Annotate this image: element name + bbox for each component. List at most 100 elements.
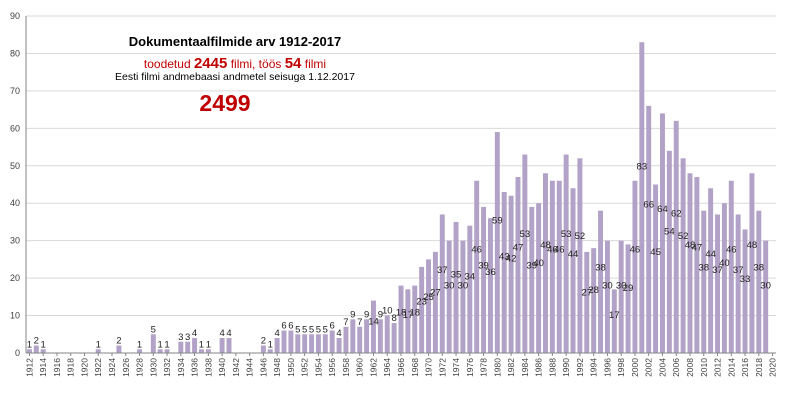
data-labels: 1 2 1 1 2 151 13 3 41 14 42 146 6 5 5 5 5 5 64797914910818… (27, 162, 771, 351)
x-tick-label: 1952 (300, 358, 310, 377)
data-label: 33 (740, 274, 751, 285)
bar (481, 206, 487, 353)
data-label: 14 (368, 317, 379, 328)
data-label: 17 (403, 310, 414, 321)
x-tick-labels: 1912 1914 1916 1918 1920 1922 1924 1926 1928 1930… (24, 358, 777, 377)
bar (453, 221, 459, 353)
data-label: 1 (137, 339, 142, 350)
data-label: 4 (219, 328, 224, 339)
x-tick-label: 1918 (66, 358, 76, 377)
data-label: 6 (281, 321, 286, 332)
bar (598, 210, 604, 353)
data-label: 40 (719, 258, 730, 269)
bar (522, 154, 528, 353)
data-label: 18 (396, 308, 407, 319)
chart-subtitle: toodetud 2445 filmi, töös 54 filmi (80, 55, 390, 72)
bar (501, 191, 507, 353)
subtitle-middle: filmi, töös (230, 57, 282, 71)
data-label: 5 (309, 324, 314, 335)
data-label: 2 (116, 336, 121, 347)
data-label: 30 (458, 281, 469, 292)
bar (40, 349, 46, 353)
data-label: 46 (547, 245, 558, 256)
x-tick-label: 1928 (135, 358, 145, 377)
data-label: 39 (526, 260, 537, 271)
data-label: 43 (499, 251, 510, 262)
data-label: 1 (199, 339, 204, 350)
bar (302, 334, 308, 353)
data-label: 5 (323, 324, 328, 335)
data-label: 62 (671, 209, 682, 220)
x-tick-label: 1968 (410, 358, 420, 377)
bar (412, 285, 418, 353)
bar (446, 240, 452, 353)
x-tick-label: 1932 (162, 358, 172, 377)
data-label: 5 (316, 324, 321, 335)
data-label: 45 (650, 247, 661, 258)
x-tick-label: 1938 (203, 358, 213, 377)
bar (577, 158, 583, 353)
bar (426, 259, 431, 353)
bar (749, 173, 755, 353)
x-tick-label: 2010 (699, 358, 709, 377)
data-label: 46 (726, 245, 737, 256)
bar (756, 210, 762, 353)
bar (295, 334, 301, 353)
data-label: 48 (685, 240, 696, 251)
bar (192, 338, 198, 353)
y-tick-label: 0 (15, 348, 20, 358)
x-tick-label: 1978 (479, 358, 489, 377)
data-label: 1 (164, 339, 169, 350)
data-label: 53 (520, 229, 531, 240)
bar (432, 251, 438, 353)
bar (529, 206, 535, 353)
data-label: 46 (630, 245, 641, 256)
x-tick-label: 1956 (327, 358, 337, 377)
bar (494, 132, 500, 353)
bar (487, 218, 493, 353)
data-label: 39 (478, 260, 489, 271)
x-tick-label: 2014 (726, 358, 736, 377)
data-label: 46 (471, 245, 482, 256)
bar (178, 341, 184, 353)
bar (536, 203, 542, 353)
y-tick-label: 70 (10, 86, 20, 96)
bar (666, 150, 672, 353)
x-tick-label: 1990 (561, 358, 571, 377)
x-tick-label: 1936 (190, 358, 200, 377)
in-progress-count: 54 (284, 55, 302, 72)
produced-count: 2445 (193, 55, 228, 72)
bar (137, 349, 143, 353)
bar (646, 105, 652, 353)
data-label: 53 (561, 229, 572, 240)
bar (639, 42, 645, 353)
data-label: 25 (423, 292, 434, 303)
bar (659, 113, 665, 353)
data-label: 38 (698, 263, 709, 274)
data-label: 36 (485, 267, 496, 278)
bar (164, 349, 170, 353)
x-tick-label: 1926 (121, 358, 131, 377)
data-label: 1 (41, 339, 46, 350)
y-tick-label: 60 (10, 123, 20, 133)
x-tick-label: 2012 (713, 358, 723, 377)
x-tick-label: 2000 (630, 358, 640, 377)
bar (708, 188, 714, 353)
x-tick-label: 2004 (657, 358, 667, 377)
data-label: 30 (616, 281, 627, 292)
data-label: 30 (444, 281, 455, 292)
x-tick-label: 2020 (768, 358, 778, 377)
bar (329, 330, 335, 353)
data-label: 4 (226, 328, 231, 339)
bar (563, 154, 569, 353)
x-tick-label: 1922 (93, 358, 103, 377)
x-tick-label: 2002 (644, 358, 654, 377)
data-label: 37 (712, 265, 723, 276)
data-label: 46 (554, 245, 565, 256)
bar (398, 285, 404, 353)
total-count: 2499 (199, 90, 251, 116)
x-tick-label: 1912 (24, 358, 34, 377)
data-label: 1 (158, 339, 163, 350)
y-tick-label: 10 (10, 311, 20, 321)
bar (281, 330, 287, 353)
